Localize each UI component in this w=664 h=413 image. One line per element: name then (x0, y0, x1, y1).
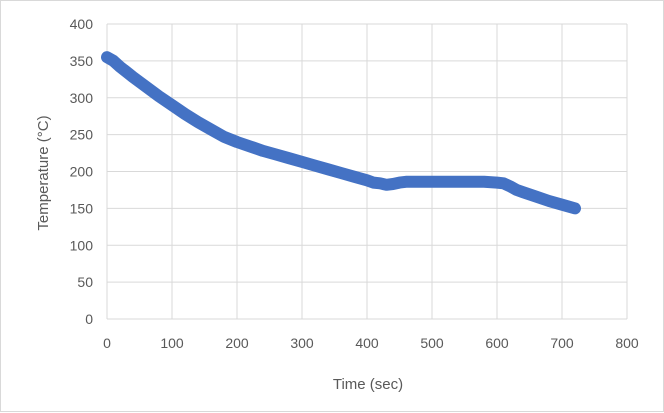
x-axis-title: Time (sec) (333, 376, 403, 393)
gridlines (106, 23, 628, 320)
x-axis-ticks: 0 100 200 300 400 500 600 700 800 (103, 335, 639, 351)
x-tick-label: 700 (550, 335, 574, 351)
x-tick-label: 400 (355, 335, 379, 351)
y-tick-label: 300 (70, 90, 94, 106)
y-tick-label: 150 (70, 200, 94, 216)
y-tick-label: 0 (85, 311, 93, 327)
x-tick-label: 200 (225, 335, 249, 351)
y-tick-label: 100 (70, 237, 94, 253)
y-tick-label: 200 (70, 164, 94, 180)
x-tick-label: 100 (160, 335, 184, 351)
y-tick-label: 250 (70, 127, 94, 143)
x-tick-label: 600 (485, 335, 509, 351)
y-axis-ticks: 0 50 100 150 200 250 300 350 400 (70, 16, 94, 327)
series-line (101, 51, 581, 215)
x-tick-label: 0 (103, 335, 111, 351)
plot-area (101, 51, 581, 215)
x-tick-label: 500 (420, 335, 444, 351)
y-axis-title: Temperature (°C) (35, 115, 52, 230)
y-tick-label: 50 (77, 274, 93, 290)
x-tick-label: 800 (615, 335, 639, 351)
y-tick-label: 350 (70, 53, 94, 69)
y-tick-label: 400 (70, 16, 94, 32)
x-tick-label: 300 (290, 335, 314, 351)
